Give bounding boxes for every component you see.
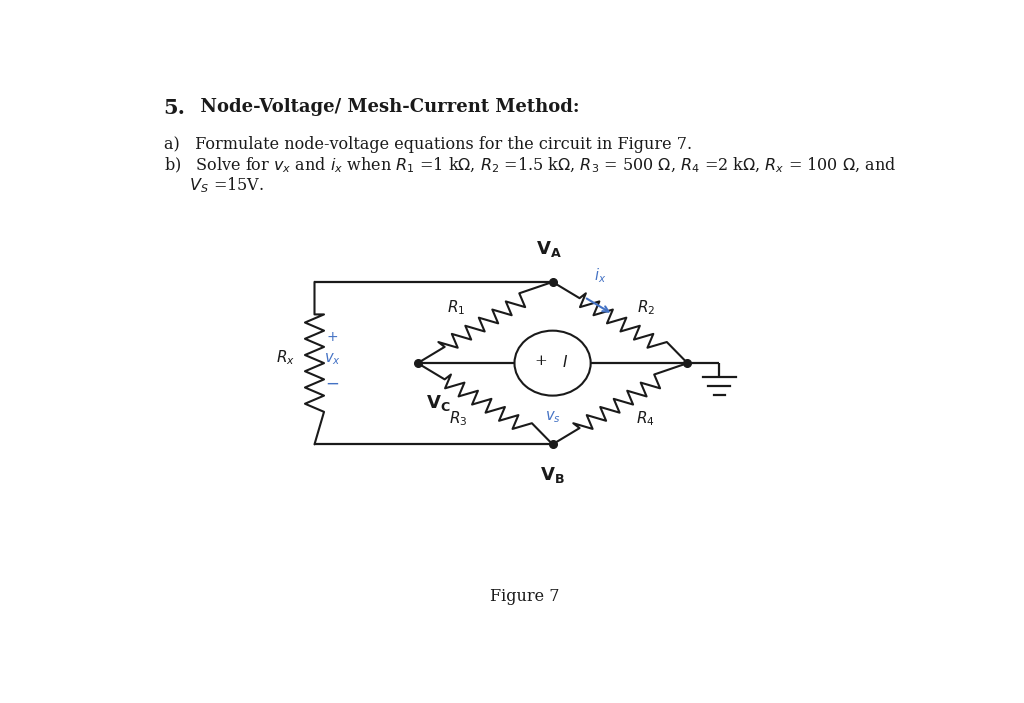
Text: a)   Formulate node-voltage equations for the circuit in Figure 7.: a) Formulate node-voltage equations for …	[164, 136, 692, 153]
Text: $R_2$: $R_2$	[638, 298, 655, 317]
Text: +: +	[326, 330, 338, 344]
Text: $V_S$ =15V.: $V_S$ =15V.	[164, 175, 263, 195]
Text: $v_x$: $v_x$	[324, 351, 340, 367]
Text: +: +	[535, 354, 547, 368]
Text: $R_3$: $R_3$	[450, 409, 468, 428]
Text: $R_x$: $R_x$	[275, 349, 295, 367]
Text: $R_4$: $R_4$	[636, 409, 654, 428]
Text: Node-Voltage/ Mesh-Current Method:: Node-Voltage/ Mesh-Current Method:	[187, 98, 579, 116]
Text: $i_x$: $i_x$	[594, 266, 606, 285]
Text: b)   Solve for $v_x$ and $i_x$ when $R_1$ =1 k$\Omega$, $R_2$ =1.5 k$\Omega$, $R: b) Solve for $v_x$ and $i_x$ when $R_1$ …	[164, 156, 896, 175]
Text: 5.: 5.	[164, 98, 185, 118]
Text: $R_1$: $R_1$	[446, 298, 465, 317]
Text: $I$: $I$	[562, 354, 568, 370]
Text: −: −	[325, 375, 339, 393]
Text: $\mathbf{V_A}$: $\mathbf{V_A}$	[536, 239, 561, 259]
Text: $\mathbf{V_B}$: $\mathbf{V_B}$	[541, 465, 565, 485]
Text: Figure 7: Figure 7	[490, 588, 559, 605]
Text: $v_s$: $v_s$	[545, 409, 560, 425]
Text: $\mathbf{V_C}$: $\mathbf{V_C}$	[426, 393, 451, 413]
